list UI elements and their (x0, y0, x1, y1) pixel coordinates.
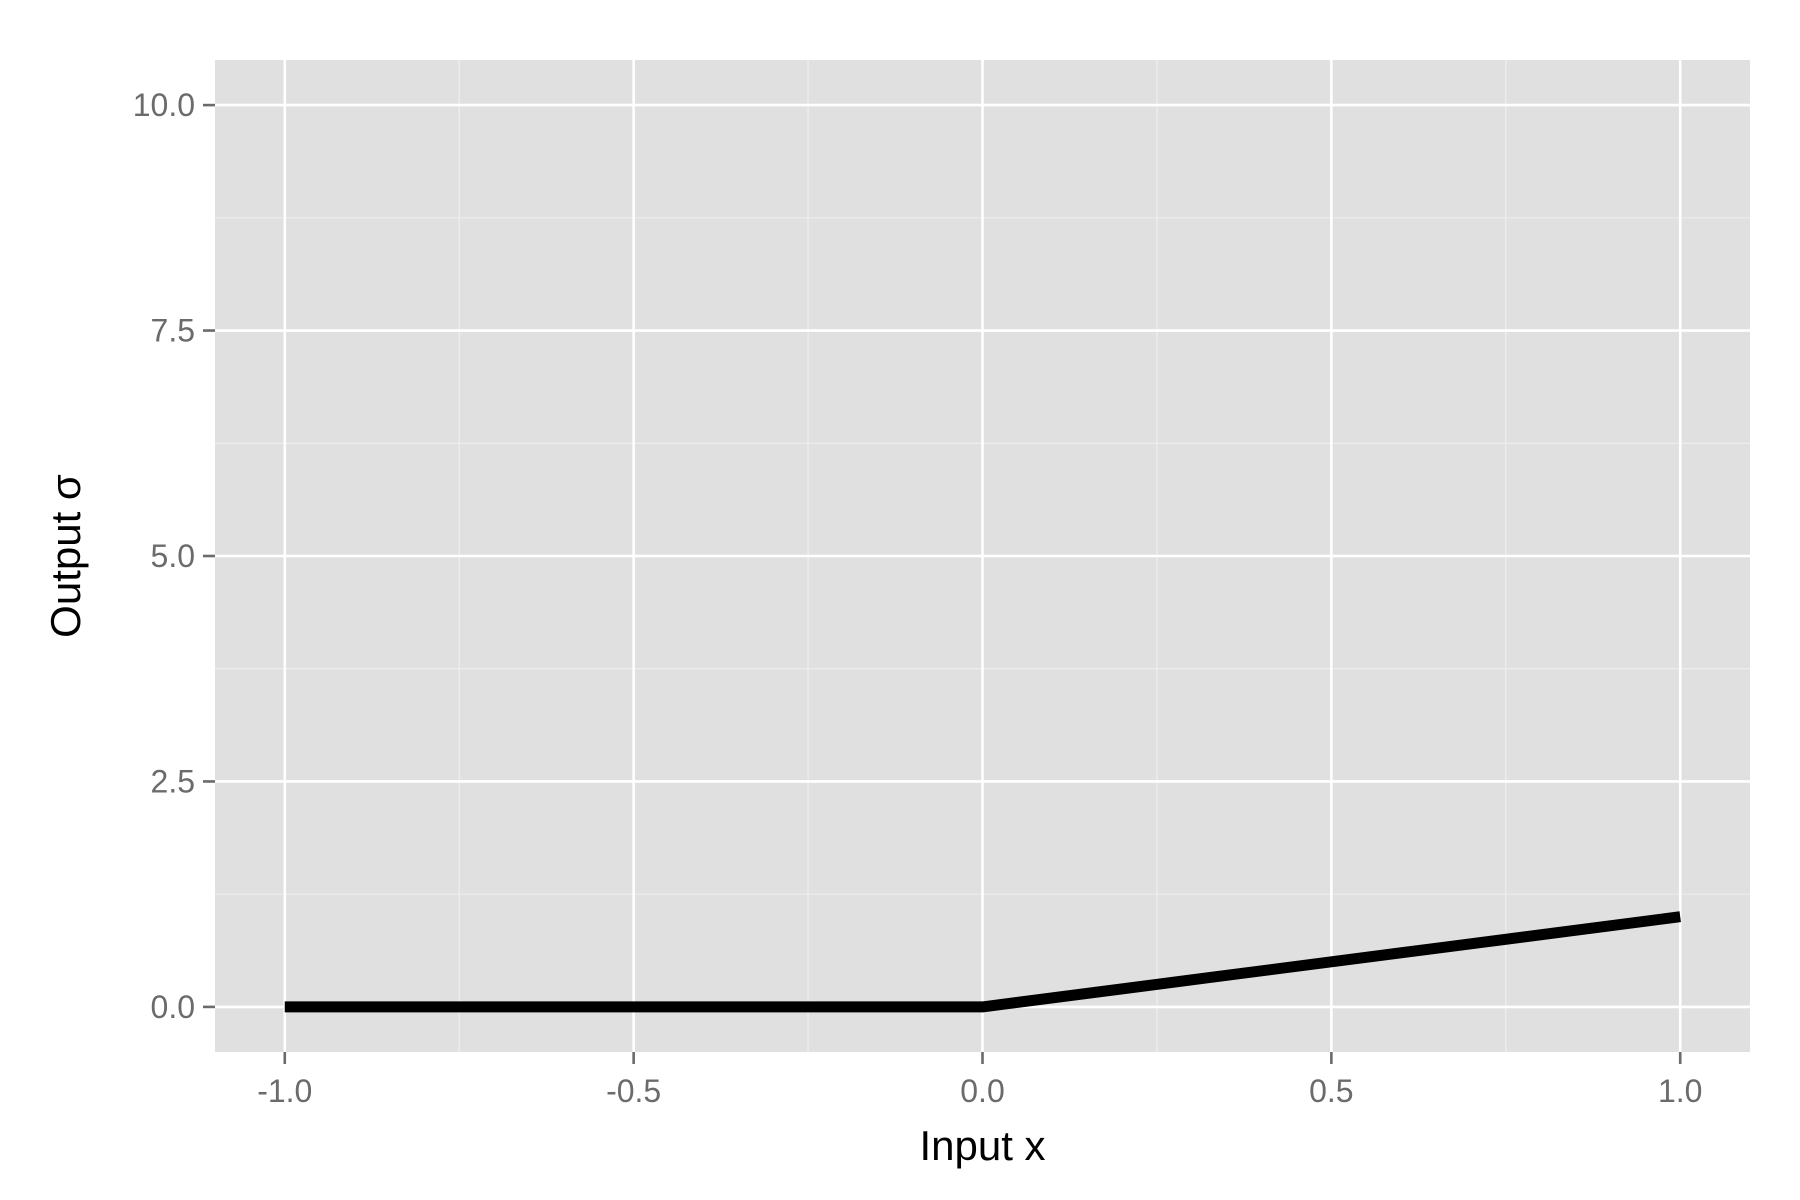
y-tick-label: 2.5 (151, 763, 195, 799)
x-tick-label: 1.0 (1658, 1073, 1702, 1109)
y-tick-label: 0.0 (151, 989, 195, 1025)
series-layer (284, 911, 1681, 1013)
x-axis: -1.0 -0.5 0.0 0.5 1.0 (257, 1052, 1702, 1109)
x-tick-label: 0.0 (960, 1073, 1004, 1109)
x-tick-label: 0.5 (1309, 1073, 1353, 1109)
y-tick-label: 10.0 (133, 87, 195, 123)
x-tick-label: -1.0 (257, 1073, 312, 1109)
y-axis: 0.0 2.5 5.0 7.5 10.0 (133, 87, 215, 1025)
series-line (284, 911, 1681, 1013)
y-tick-label: 7.5 (151, 313, 195, 349)
y-axis-title: Output σ (42, 474, 89, 638)
x-tick-label: -0.5 (606, 1073, 661, 1109)
y-tick-label: 5.0 (151, 538, 195, 574)
x-axis-title: Input x (919, 1122, 1045, 1169)
